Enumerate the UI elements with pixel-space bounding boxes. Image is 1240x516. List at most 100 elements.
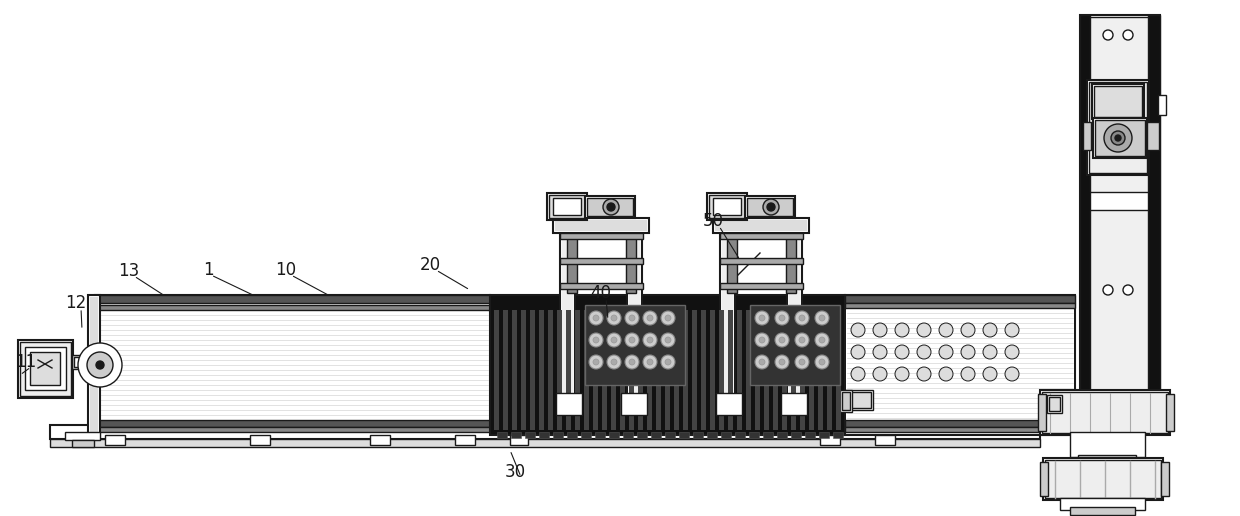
Circle shape bbox=[1111, 131, 1125, 145]
Bar bbox=[693, 432, 703, 438]
Bar bbox=[560, 233, 644, 239]
Circle shape bbox=[779, 359, 785, 365]
Circle shape bbox=[961, 323, 975, 337]
Circle shape bbox=[608, 311, 621, 325]
Bar bbox=[91, 297, 98, 438]
Bar bbox=[72, 355, 92, 369]
Bar bbox=[1090, 210, 1148, 425]
Bar bbox=[503, 310, 508, 430]
Circle shape bbox=[755, 333, 769, 347]
Circle shape bbox=[608, 203, 615, 211]
Circle shape bbox=[589, 333, 603, 347]
Bar bbox=[727, 233, 737, 293]
Bar bbox=[1148, 15, 1159, 430]
Bar bbox=[584, 310, 589, 430]
Circle shape bbox=[815, 355, 830, 369]
Bar bbox=[800, 310, 805, 430]
Circle shape bbox=[775, 355, 789, 369]
Bar bbox=[786, 233, 796, 293]
Bar bbox=[50, 439, 1040, 447]
Bar bbox=[639, 310, 644, 430]
Bar bbox=[95, 295, 490, 303]
Bar bbox=[1049, 397, 1060, 411]
Circle shape bbox=[611, 359, 618, 365]
Circle shape bbox=[647, 337, 653, 343]
Circle shape bbox=[818, 315, 825, 321]
Text: 10: 10 bbox=[275, 261, 296, 279]
Text: 50: 50 bbox=[703, 212, 724, 230]
Bar bbox=[1070, 507, 1135, 515]
Bar bbox=[593, 310, 598, 430]
Bar bbox=[525, 432, 534, 438]
Circle shape bbox=[799, 315, 805, 321]
Bar bbox=[745, 196, 795, 218]
Circle shape bbox=[983, 323, 997, 337]
Bar bbox=[1080, 15, 1090, 430]
Circle shape bbox=[851, 323, 866, 337]
Circle shape bbox=[608, 355, 621, 369]
Bar bbox=[875, 435, 895, 445]
Bar bbox=[455, 435, 475, 445]
Bar bbox=[820, 435, 839, 445]
Circle shape bbox=[625, 355, 639, 369]
Bar bbox=[707, 193, 746, 220]
Bar bbox=[512, 310, 517, 430]
Circle shape bbox=[608, 333, 621, 347]
Circle shape bbox=[763, 199, 779, 215]
Text: 40: 40 bbox=[590, 284, 611, 302]
Circle shape bbox=[665, 359, 671, 365]
Text: 13: 13 bbox=[118, 262, 139, 280]
Bar bbox=[746, 198, 794, 216]
Circle shape bbox=[1104, 124, 1132, 152]
Text: 30: 30 bbox=[505, 463, 526, 481]
Bar bbox=[701, 310, 706, 430]
Circle shape bbox=[1104, 285, 1114, 295]
Text: 20: 20 bbox=[420, 256, 441, 274]
Bar bbox=[560, 283, 644, 289]
Bar bbox=[709, 195, 745, 218]
Circle shape bbox=[759, 337, 765, 343]
Circle shape bbox=[1004, 367, 1019, 381]
Circle shape bbox=[95, 361, 104, 369]
Bar bbox=[1038, 394, 1047, 431]
Bar bbox=[629, 232, 640, 403]
Bar bbox=[1166, 394, 1174, 431]
Bar bbox=[95, 427, 490, 432]
Circle shape bbox=[629, 359, 635, 365]
Bar bbox=[1060, 498, 1145, 510]
Bar bbox=[497, 432, 507, 438]
Bar bbox=[787, 230, 802, 405]
Bar bbox=[836, 310, 841, 430]
Bar bbox=[707, 432, 717, 438]
Bar bbox=[1161, 462, 1169, 496]
Bar bbox=[370, 435, 391, 445]
Bar bbox=[720, 432, 732, 438]
Bar bbox=[846, 310, 1074, 418]
Circle shape bbox=[593, 359, 599, 365]
Circle shape bbox=[665, 315, 671, 321]
Bar bbox=[842, 392, 849, 410]
Bar bbox=[683, 310, 688, 430]
Bar bbox=[808, 310, 813, 430]
Bar bbox=[1070, 432, 1145, 457]
Bar bbox=[720, 258, 804, 264]
Circle shape bbox=[768, 203, 775, 211]
Circle shape bbox=[644, 355, 657, 369]
Bar bbox=[553, 218, 649, 233]
Bar bbox=[735, 432, 745, 438]
Bar bbox=[791, 432, 801, 438]
Bar bbox=[64, 432, 100, 440]
Circle shape bbox=[611, 337, 618, 343]
Bar bbox=[746, 310, 751, 430]
Bar bbox=[1087, 80, 1149, 175]
Circle shape bbox=[779, 337, 785, 343]
Circle shape bbox=[1004, 345, 1019, 359]
Circle shape bbox=[873, 345, 887, 359]
Bar bbox=[764, 310, 769, 430]
Circle shape bbox=[644, 333, 657, 347]
Bar bbox=[556, 220, 647, 231]
Bar bbox=[1092, 84, 1145, 119]
Bar bbox=[719, 310, 724, 430]
Circle shape bbox=[589, 355, 603, 369]
Bar bbox=[560, 230, 575, 405]
